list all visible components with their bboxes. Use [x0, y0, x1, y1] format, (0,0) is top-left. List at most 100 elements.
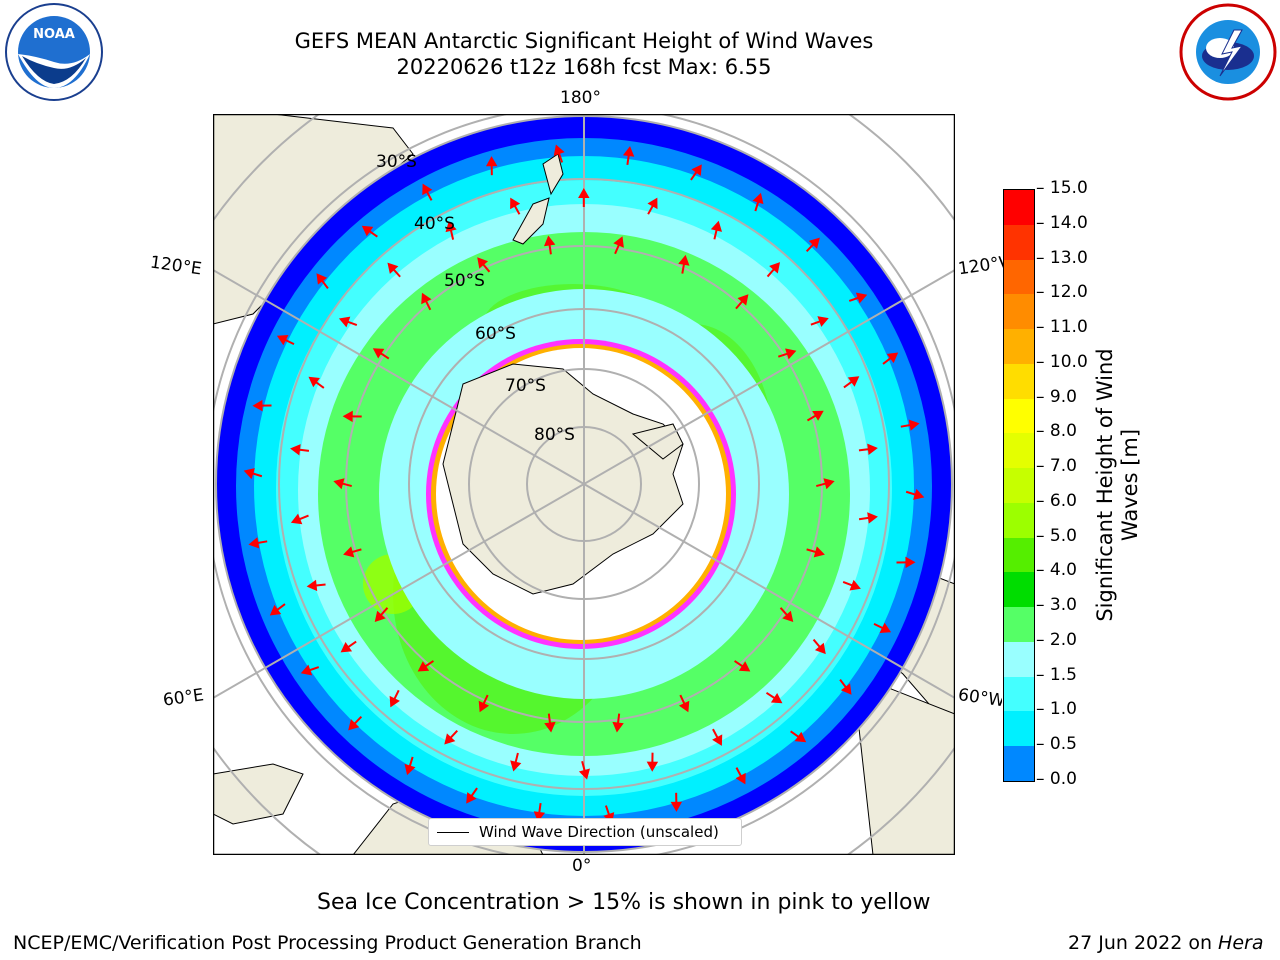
wind-wave-arrow: [389, 689, 400, 708]
lat-label-50s: 50°S: [444, 271, 485, 291]
wind-wave-arrow: [374, 607, 389, 622]
wind-wave-arrow: [766, 262, 781, 278]
noaa-logo: NOAA: [5, 3, 103, 101]
colorbar-segment: [1004, 363, 1034, 400]
footer-right: 27 Jun 2022 on Hera: [1068, 932, 1263, 954]
wind-wave-arrow: [678, 694, 690, 713]
wind-wave-arrow: [806, 546, 825, 558]
wind-wave-arrow: [444, 729, 458, 745]
colorbar-tick-label: – 5.0: [1036, 525, 1077, 546]
colorbar-segment: [1004, 746, 1034, 782]
graticule: [213, 114, 955, 855]
colorbar: [1003, 189, 1035, 782]
wind-wave-arrow: [308, 376, 325, 389]
wind-wave-arrow: [905, 488, 925, 500]
wind-wave-arrow: [316, 273, 329, 289]
lon-label-60w-wrap: 60°W: [958, 688, 1002, 708]
wind-wave-arrow: [578, 761, 590, 780]
wind-wave-arrow: [842, 579, 861, 591]
wind-wave-arrow: [578, 187, 590, 207]
colorbar-tick-label: – 2.0: [1036, 629, 1077, 650]
wind-wave-arrow: [269, 603, 286, 616]
colorbar-segment: [1004, 641, 1034, 678]
noaa-logo-text: NOAA: [33, 27, 75, 42]
colorbar-tick-label: – 15.0: [1036, 178, 1088, 198]
lon-label-180: 180°: [560, 88, 601, 108]
wind-wave-arrow: [690, 164, 702, 181]
colorbar-tick-label: – 10.0: [1036, 351, 1088, 372]
colorbar-segment: [1004, 398, 1034, 434]
colorbar-tick-label: – 14.0: [1036, 212, 1088, 233]
nws-logo: [1179, 3, 1277, 101]
colorbar-tick-label: – 9.0: [1036, 386, 1077, 407]
colorbar-segment: [1004, 711, 1034, 747]
wind-wave-arrow: [543, 235, 556, 255]
footer-left: NCEP/EMC/Verification Post Processing Pr…: [13, 932, 642, 954]
wind-wave-arrow: [765, 692, 783, 704]
colorbar-tick-label: – 11.0: [1036, 317, 1088, 338]
colorbar-tick-label: – 12.0: [1036, 282, 1088, 303]
antarctica-land: [442, 363, 684, 595]
colorbar-tick-label: – 0.5: [1036, 734, 1077, 755]
wind-wave-arrow: [243, 468, 263, 480]
wind-wave-arrow: [810, 316, 829, 327]
wind-wave-arrow: [343, 546, 362, 558]
wind-wave-arrow: [734, 660, 751, 672]
colorbar-segment: [1004, 259, 1034, 295]
wind-wave-arrow: [306, 579, 326, 592]
wind-wave-arrow: [777, 348, 797, 360]
colorbar-segment: [1004, 190, 1034, 226]
colorbar-tick-label: – 8.0: [1036, 421, 1077, 442]
wind-wave-arrow: [900, 419, 920, 431]
polar-map: [213, 114, 955, 855]
wind-wave-arrow: [372, 348, 390, 360]
colorbar-segment: [1004, 468, 1034, 504]
footer-date: 27 Jun 2022 on: [1068, 932, 1219, 954]
colorbar-segment: [1004, 502, 1034, 539]
wind-wave-arrow: [340, 640, 357, 653]
colorbar-segment: [1004, 224, 1034, 260]
colorbar-segment: [1004, 572, 1034, 608]
colorbar-segment: [1004, 676, 1034, 712]
wind-wave-arrow: [478, 694, 490, 713]
wind-wave-arrow: [252, 399, 272, 412]
footer-machine: Hera: [1218, 932, 1264, 954]
wind-wave-arrow: [342, 410, 362, 423]
colorbar-tick-label: – 3.0: [1036, 595, 1077, 616]
wind-wave-arrow: [422, 183, 433, 201]
wind-wave-arrow: [712, 728, 723, 746]
wind-wave-arrow: [445, 221, 457, 240]
lon-label-60w: 60°W: [958, 688, 1002, 708]
wind-wave-arrow: [387, 262, 401, 278]
wind-wave-arrow: [858, 443, 878, 455]
lat-label-30s: 30°S: [376, 152, 417, 172]
colorbar-segment: [1004, 433, 1034, 469]
colorbar-segment: [1004, 329, 1034, 365]
wind-wave-arrow: [790, 730, 807, 743]
colorbar-tick-label: – 0.0: [1036, 769, 1077, 789]
wind-wave-arrow: [276, 335, 295, 346]
lon-label-0: 0°: [572, 856, 592, 876]
wind-wave-arrow: [613, 236, 624, 255]
legend-label: Wind Wave Direction (unscaled): [479, 823, 719, 841]
wind-wave-arrow: [361, 225, 378, 238]
lon-label-120w: 120°W: [958, 256, 1008, 276]
colorbar-tick-label: – 6.0: [1036, 490, 1077, 511]
wind-wave-arrow: [806, 410, 824, 422]
colorbar-tick-label: – 1.5: [1036, 664, 1077, 685]
legend-line-icon: [437, 831, 469, 833]
wind-wave-arrow: [710, 220, 723, 240]
wind-wave-arrow: [752, 192, 764, 212]
colorbar-tick-label: – 7.0: [1036, 456, 1077, 477]
wind-wave-arrow: [882, 352, 899, 365]
wind-wave-arrow: [466, 787, 478, 804]
new-zealand-land: [512, 153, 564, 245]
wind-wave-arrow: [670, 792, 683, 812]
wind-wave-arrow: [622, 146, 635, 166]
wind-wave-arrow: [544, 713, 556, 733]
madagascar-land: [213, 763, 304, 825]
colorbar-ticks: – 15.0 – 14.0 – 13.0 – 12.0 – 11.0 – 10.0 – 9.…: [1036, 178, 1096, 789]
lat-label-80s: 80°S: [534, 425, 575, 445]
lat-label-40s: 40°S: [414, 214, 455, 234]
wind-wave-arrow: [417, 660, 434, 672]
